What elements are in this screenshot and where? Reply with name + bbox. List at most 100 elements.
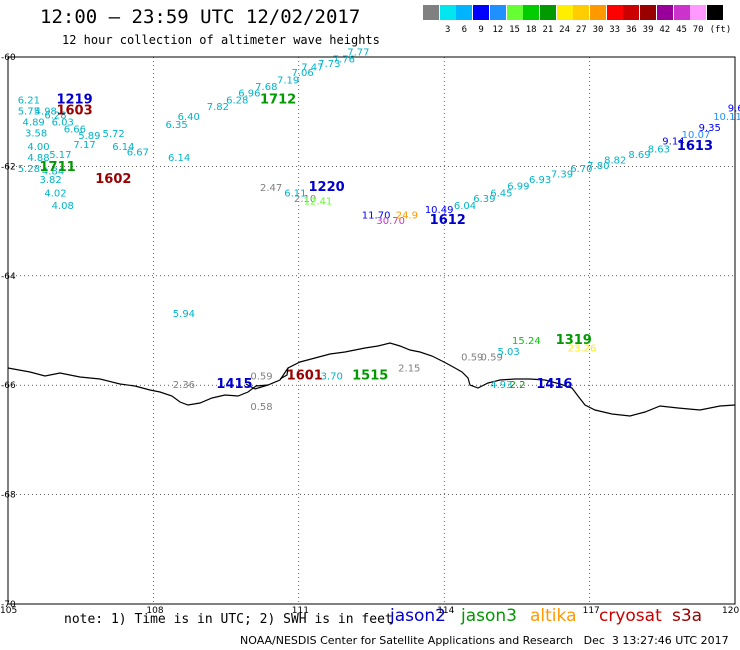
pass-time-label: 1613 bbox=[677, 139, 713, 154]
lon-label: 111 bbox=[292, 606, 309, 616]
pass-time-label: 1416 bbox=[536, 377, 572, 392]
lat-label: -62 bbox=[1, 162, 16, 172]
scale-swatch bbox=[556, 5, 573, 20]
wave-height-value: 8.63 bbox=[648, 145, 670, 156]
wave-height-value: 4.00 bbox=[27, 142, 49, 153]
wave-height-value: 6.28 bbox=[44, 110, 66, 121]
pass-time-label: 1603 bbox=[56, 103, 92, 118]
wave-height-value: 4.93 bbox=[490, 380, 512, 391]
wave-height-value: 9.67 bbox=[728, 104, 740, 115]
scale-label: 3 bbox=[444, 25, 451, 35]
scale-swatch bbox=[690, 5, 707, 20]
lon-label: 117 bbox=[583, 606, 600, 616]
map-frame bbox=[7, 56, 736, 605]
wave-height-value: 6.04 bbox=[454, 201, 476, 212]
scale-label: 36 bbox=[625, 25, 637, 35]
wave-height-value: 2.36 bbox=[173, 380, 195, 391]
lat-label: -60 bbox=[1, 53, 16, 63]
wave-height-value: 9.14 bbox=[662, 137, 684, 148]
scale-label: 6 bbox=[461, 25, 468, 35]
scale-swatch bbox=[456, 5, 473, 20]
pass-time-label: 1712 bbox=[260, 92, 296, 107]
scale-label: 33 bbox=[609, 25, 621, 35]
pass-time-label: 1602 bbox=[95, 172, 131, 187]
satellite-cryosat: cryosat bbox=[599, 606, 662, 626]
wave-height-value: 6.11 bbox=[284, 188, 306, 199]
wave-height-value: 6.39 bbox=[473, 194, 495, 205]
satellite-jason2: jason2 bbox=[390, 606, 446, 626]
wave-height-value: 7.80 bbox=[587, 161, 609, 172]
wave-height-value: 7.19 bbox=[277, 75, 299, 86]
scale-label: 70 bbox=[692, 25, 704, 35]
wave-height-value: 6.14 bbox=[112, 142, 134, 153]
lon-label: 105 bbox=[0, 606, 17, 616]
scale-swatch bbox=[623, 5, 640, 20]
map-grid bbox=[7, 56, 736, 605]
pass-time-label: 1601 bbox=[287, 369, 323, 384]
scale-label: 45 bbox=[676, 25, 687, 35]
wave-height-value: 6.99 bbox=[507, 181, 529, 192]
wave-height-value: 23.26 bbox=[568, 343, 597, 354]
wave-height-value: 3.82 bbox=[40, 175, 62, 186]
wave-height-value: 10.49 bbox=[425, 205, 454, 216]
wave-height-value: 7.68 bbox=[255, 82, 277, 93]
wave-height-value: 8.69 bbox=[628, 150, 650, 161]
coastline-inlet bbox=[245, 367, 289, 390]
pass-time-label: 1220 bbox=[308, 180, 344, 195]
pass-time-label: 1612 bbox=[430, 213, 466, 228]
wave-height-value: 6.93 bbox=[529, 175, 551, 186]
scale-swatch bbox=[673, 5, 690, 20]
pass-time-label: 1415 bbox=[216, 377, 252, 392]
scale-swatch bbox=[523, 5, 540, 20]
wave-height-value: 7.77 bbox=[347, 47, 369, 58]
wave-height-value: 9.35 bbox=[699, 123, 721, 134]
scale-label: 39 bbox=[642, 25, 654, 35]
wave-height-value: 6.66 bbox=[64, 124, 86, 135]
scale-swatch bbox=[706, 5, 723, 20]
wave-height-value: 0.59 bbox=[481, 353, 503, 364]
wave-height-value: 6.70 bbox=[570, 164, 592, 175]
wave-height-value: 4.02 bbox=[44, 188, 66, 199]
credits-footer: NOAA/NESDIS Center for Satellite Applica… bbox=[240, 634, 729, 647]
wave-height-value: 6.21 bbox=[18, 95, 40, 106]
scale-label: 9 bbox=[478, 25, 484, 35]
wave-height-value: 5.72 bbox=[103, 129, 125, 140]
scale-label: 12 bbox=[492, 25, 504, 35]
units-note: note: 1) Time is in UTC; 2) SWH is in fe… bbox=[64, 612, 393, 627]
wave-height-value: 12.41 bbox=[304, 197, 333, 208]
pass-time-label: 1319 bbox=[556, 333, 592, 348]
scale-label: 18 bbox=[525, 25, 537, 35]
satellite-s3a: s3a bbox=[672, 606, 703, 626]
wave-height-value: 15.24 bbox=[512, 336, 541, 347]
wave-height-value: 5.89 bbox=[78, 131, 100, 142]
wave-height-value: 4.89 bbox=[23, 117, 45, 128]
wave-height-value: 5.28 bbox=[18, 164, 40, 175]
lat-label: -66 bbox=[1, 381, 16, 391]
wave-height-value: 6.14 bbox=[168, 153, 190, 164]
wave-height-value: 6.96 bbox=[238, 88, 260, 99]
antarctic-coastline bbox=[7, 342, 736, 417]
scale-label: 42 bbox=[659, 25, 671, 35]
wave-height-value: 6.03 bbox=[52, 117, 74, 128]
wave-height-value: 7.73 bbox=[318, 59, 340, 70]
wave-height-value: 2.10 bbox=[294, 194, 316, 205]
wave-height-value: 6.35 bbox=[166, 120, 188, 131]
lon-label: 120 bbox=[722, 606, 739, 616]
wave-height-value: 2.15 bbox=[398, 364, 420, 375]
wave-height-value: 5.75 bbox=[18, 106, 40, 117]
pass-time-label: 1219 bbox=[56, 92, 92, 107]
wave-height-value: 2.2 bbox=[510, 380, 526, 391]
observations-layer: 6.215.754.984.896.286.033.58 6.664.005.89… bbox=[18, 47, 740, 412]
wave-height-value: 3.70 bbox=[321, 372, 343, 383]
wave-height-value: 0.59 bbox=[250, 372, 272, 383]
scale-label: 30 bbox=[592, 25, 604, 35]
wave-height-value: 0.59 bbox=[461, 353, 483, 364]
wave-height-value: 6.28 bbox=[226, 95, 248, 106]
wave-height-value: 4.08 bbox=[52, 201, 74, 212]
lon-label: 108 bbox=[146, 606, 163, 616]
satellite-jason3: jason3 bbox=[461, 606, 517, 626]
scale-label: 27 bbox=[575, 25, 587, 35]
wave-height-value: 7.39 bbox=[551, 169, 573, 180]
